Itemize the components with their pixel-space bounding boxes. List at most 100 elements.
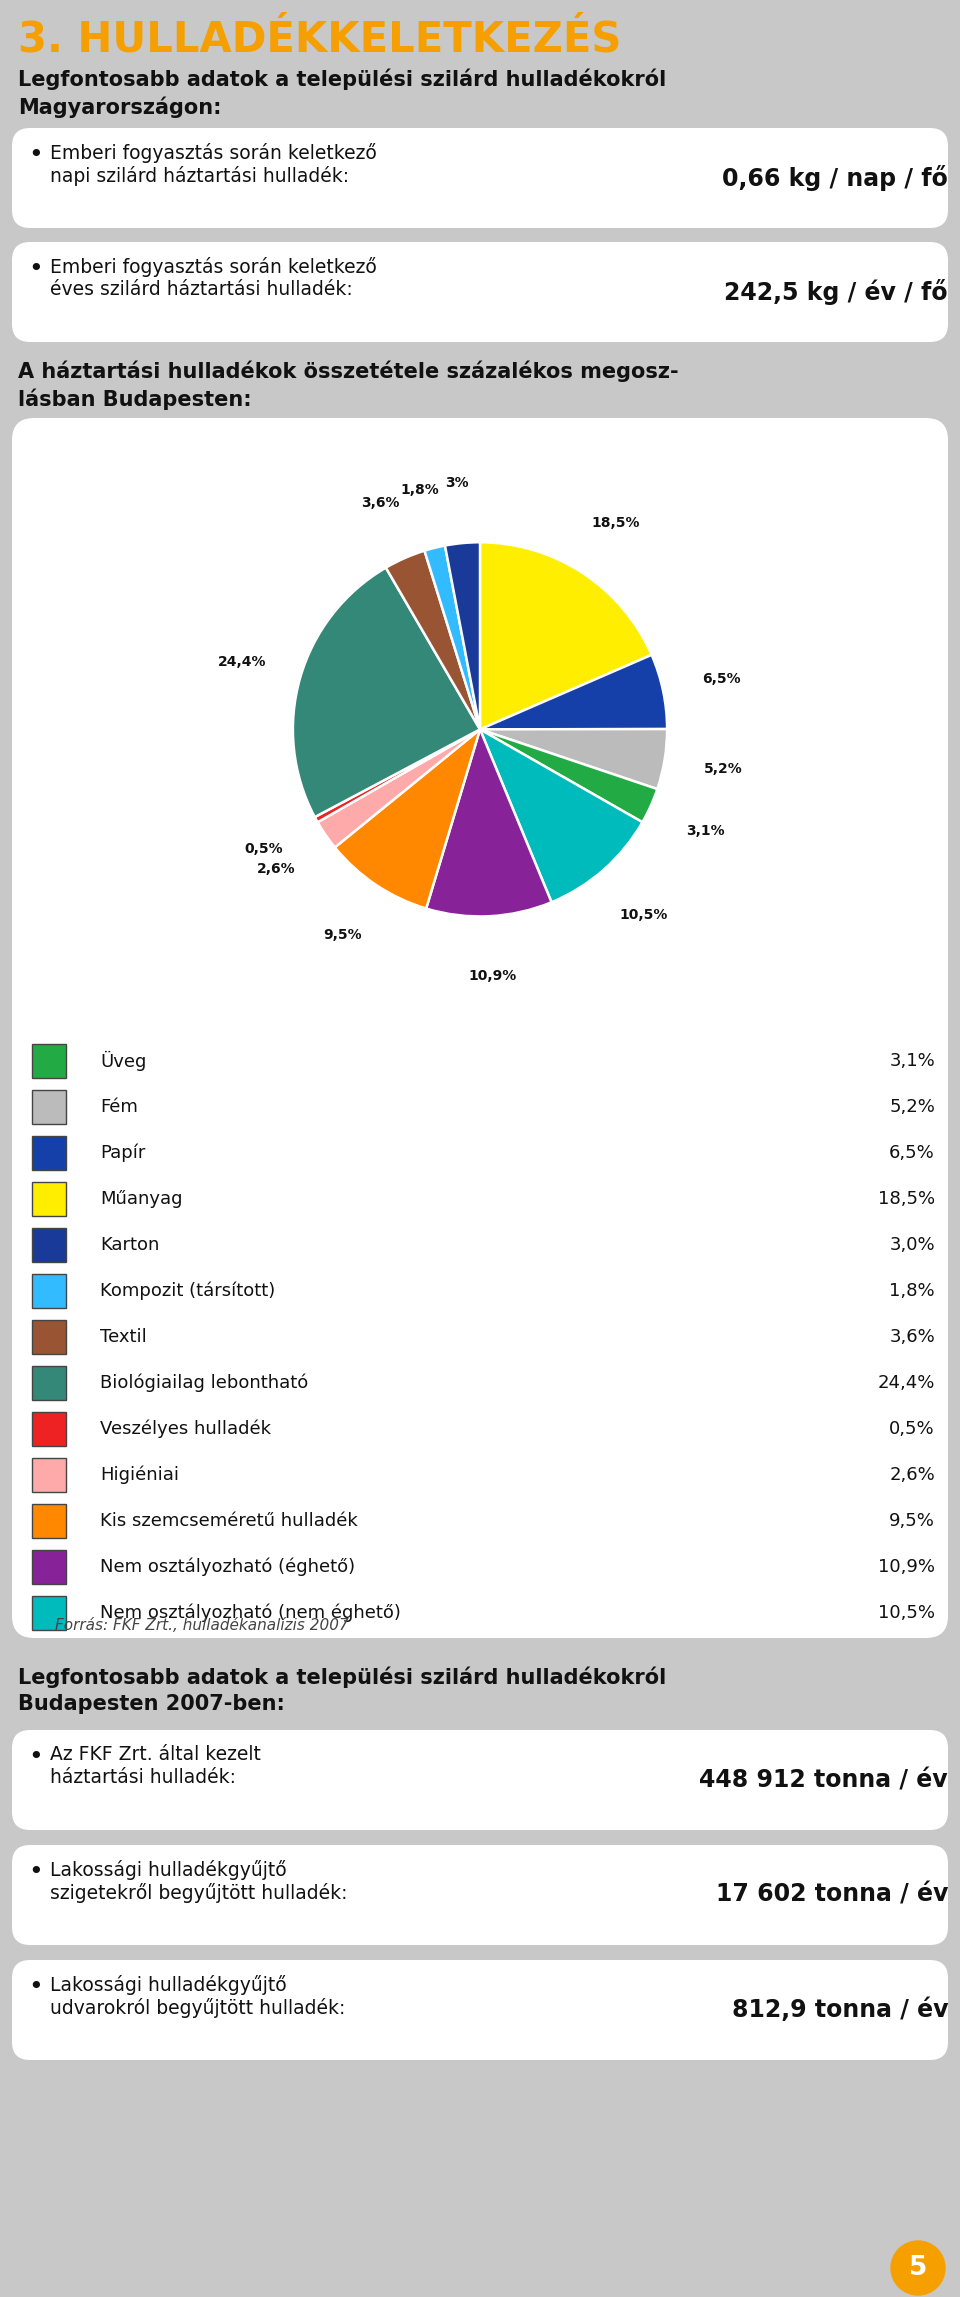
Text: 3%: 3%: [445, 475, 468, 492]
Text: Veszélyes hulladék: Veszélyes hulladék: [100, 1420, 271, 1438]
Text: Budapesten 2007-ben:: Budapesten 2007-ben:: [18, 1693, 285, 1714]
Wedge shape: [480, 655, 667, 730]
Text: Műanyag: Műanyag: [100, 1190, 182, 1208]
FancyBboxPatch shape: [32, 1367, 66, 1399]
Wedge shape: [480, 730, 642, 903]
FancyBboxPatch shape: [12, 1730, 948, 1831]
FancyBboxPatch shape: [32, 1183, 66, 1215]
Text: udvarokról begyűjtött hulladék:: udvarokról begyűjtött hulladék:: [50, 1998, 346, 2019]
Wedge shape: [424, 547, 480, 730]
Text: 1,8%: 1,8%: [889, 1282, 935, 1300]
Text: 10,9%: 10,9%: [878, 1557, 935, 1576]
Text: 2,6%: 2,6%: [889, 1465, 935, 1484]
Text: 9,5%: 9,5%: [889, 1511, 935, 1530]
FancyBboxPatch shape: [32, 1413, 66, 1447]
Text: 6,5%: 6,5%: [889, 1144, 935, 1162]
FancyBboxPatch shape: [32, 1137, 66, 1169]
FancyBboxPatch shape: [12, 1959, 948, 2060]
Text: 0,66 kg / nap / fő: 0,66 kg / nap / fő: [722, 165, 948, 191]
Text: Üveg: Üveg: [100, 1052, 146, 1070]
Text: Lakossági hulladékgyűjtő: Lakossági hulladékgyűjtő: [50, 1861, 287, 1879]
FancyBboxPatch shape: [12, 241, 948, 342]
Text: Nem osztályozható (nem éghető): Nem osztályozható (nem éghető): [100, 1603, 401, 1622]
FancyBboxPatch shape: [32, 1459, 66, 1493]
Text: 1,8%: 1,8%: [400, 482, 440, 496]
Text: 0,5%: 0,5%: [245, 841, 283, 854]
FancyBboxPatch shape: [32, 1321, 66, 1353]
Text: Kompozit (társított): Kompozit (társított): [100, 1282, 276, 1300]
Text: Papír: Papír: [100, 1144, 145, 1162]
Text: •: •: [28, 1746, 43, 1769]
Text: Magyarországon:: Magyarországon:: [18, 96, 222, 117]
FancyBboxPatch shape: [12, 1844, 948, 1946]
Text: 5: 5: [909, 2256, 927, 2281]
Text: Biológiailag lebontható: Biológiailag lebontható: [100, 1374, 308, 1392]
Text: 0,5%: 0,5%: [889, 1420, 935, 1438]
Text: Lakossági hulladékgyűjtő: Lakossági hulladékgyűjtő: [50, 1975, 287, 1996]
Wedge shape: [426, 730, 552, 917]
Text: Nem osztályozható (éghető): Nem osztályozható (éghető): [100, 1557, 355, 1576]
Text: Higiéniai: Higiéniai: [100, 1465, 179, 1484]
Text: •: •: [28, 1975, 43, 1998]
Text: 24,4%: 24,4%: [877, 1374, 935, 1392]
Wedge shape: [318, 730, 480, 848]
Text: A háztartási hulladékok összetétele százalékos megosz-: A háztartási hulladékok összetétele száz…: [18, 361, 679, 381]
Text: szigetekről begyűjtött hulladék:: szigetekről begyűjtött hulladék:: [50, 1884, 348, 1902]
Text: 3. HULLADÉKKELETKEZÉS: 3. HULLADÉKKELETKEZÉS: [18, 18, 621, 60]
Text: Emberi fogyasztás során keletkező: Emberi fogyasztás során keletkező: [50, 142, 376, 163]
Text: •: •: [28, 257, 43, 280]
Text: napi szilárd háztartási hulladék:: napi szilárd háztartási hulladék:: [50, 165, 349, 186]
FancyBboxPatch shape: [12, 418, 948, 1638]
Text: Legfontosabb adatok a települési szilárd hulladékokról: Legfontosabb adatok a települési szilárd…: [18, 1665, 666, 1688]
Wedge shape: [480, 728, 667, 790]
Text: Fém: Fém: [100, 1098, 138, 1116]
Text: lásban Budapesten:: lásban Budapesten:: [18, 388, 252, 409]
Text: 18,5%: 18,5%: [877, 1190, 935, 1208]
Text: Kis szemcseméretű hulladék: Kis szemcseméretű hulladék: [100, 1511, 358, 1530]
Text: 448 912 tonna / év: 448 912 tonna / év: [700, 1769, 948, 1792]
Text: 812,9 tonna / év: 812,9 tonna / év: [732, 1998, 948, 2021]
Wedge shape: [386, 551, 480, 730]
Text: 242,5 kg / év / fő: 242,5 kg / év / fő: [725, 278, 948, 306]
Wedge shape: [315, 730, 480, 822]
Text: •: •: [28, 1861, 43, 1884]
Wedge shape: [480, 542, 652, 730]
Wedge shape: [445, 542, 480, 730]
FancyBboxPatch shape: [32, 1091, 66, 1123]
Wedge shape: [480, 730, 658, 822]
FancyBboxPatch shape: [32, 1596, 66, 1631]
Text: 3,1%: 3,1%: [889, 1052, 935, 1070]
Circle shape: [891, 2242, 945, 2295]
Text: 3,6%: 3,6%: [361, 496, 399, 510]
Text: háztartási hulladék:: háztartási hulladék:: [50, 1769, 236, 1787]
Text: 17 602 tonna / év: 17 602 tonna / év: [715, 1884, 948, 1907]
Text: Az FKF Zrt. által kezelt: Az FKF Zrt. által kezelt: [50, 1746, 261, 1764]
FancyBboxPatch shape: [32, 1505, 66, 1539]
Text: Forrás: FKF Zrt., hulladékanalízis 2007: Forrás: FKF Zrt., hulladékanalízis 2007: [55, 1617, 348, 1633]
Text: Legfontosabb adatok a települési szilárd hulladékokról: Legfontosabb adatok a települési szilárd…: [18, 69, 666, 90]
Text: 3,6%: 3,6%: [889, 1328, 935, 1346]
FancyBboxPatch shape: [32, 1229, 66, 1261]
Text: 10,9%: 10,9%: [468, 969, 516, 983]
Text: 3,1%: 3,1%: [686, 825, 725, 838]
Text: 5,2%: 5,2%: [705, 763, 743, 776]
Text: 24,4%: 24,4%: [218, 655, 267, 668]
Text: Emberi fogyasztás során keletkező: Emberi fogyasztás során keletkező: [50, 257, 376, 278]
Text: 2,6%: 2,6%: [257, 861, 296, 875]
Text: Karton: Karton: [100, 1236, 159, 1254]
Text: 3,0%: 3,0%: [889, 1236, 935, 1254]
Text: 10,5%: 10,5%: [619, 907, 667, 921]
FancyBboxPatch shape: [32, 1275, 66, 1307]
FancyBboxPatch shape: [32, 1550, 66, 1585]
FancyBboxPatch shape: [32, 1045, 66, 1077]
Wedge shape: [335, 730, 480, 910]
Text: 6,5%: 6,5%: [703, 673, 741, 687]
Text: 10,5%: 10,5%: [878, 1603, 935, 1622]
Text: 5,2%: 5,2%: [889, 1098, 935, 1116]
Text: Textil: Textil: [100, 1328, 147, 1346]
Text: éves szilárd háztartási hulladék:: éves szilárd háztartási hulladék:: [50, 280, 352, 299]
Text: 9,5%: 9,5%: [324, 928, 362, 942]
Wedge shape: [293, 567, 480, 818]
Text: 18,5%: 18,5%: [591, 517, 639, 531]
FancyBboxPatch shape: [12, 129, 948, 227]
